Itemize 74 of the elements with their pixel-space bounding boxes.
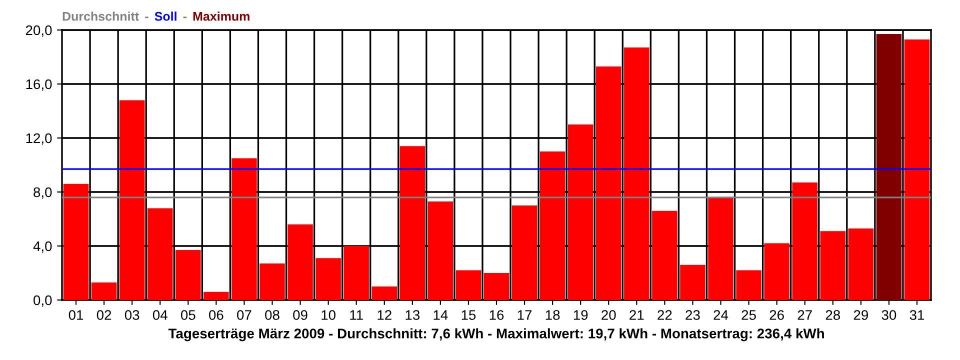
bar (820, 231, 846, 300)
bar (176, 250, 201, 300)
bar (596, 66, 622, 300)
bar (512, 206, 538, 300)
bar (260, 264, 285, 300)
bar (232, 158, 257, 300)
x-tick-label: 03 (124, 310, 140, 320)
bar (848, 228, 874, 300)
bar (316, 258, 341, 300)
x-axis-title: Tageserträge März 2009 - Durchschnitt: 7,6 kWh - Maximalwert: 19,7 kWh - Monatsertrag: 236,4 kWh (168, 328, 824, 342)
x-tick-label: 20 (602, 310, 616, 320)
ref-line-label: Durchschnitt (62, 12, 139, 21)
bar (63, 184, 89, 300)
x-tick-label: 28 (826, 310, 840, 320)
x-tick-label: 16 (490, 310, 504, 320)
bar (792, 182, 818, 300)
bar (456, 270, 482, 300)
ref-line-label: Soll (154, 12, 176, 21)
bar (708, 197, 734, 300)
x-tick-label: 15 (462, 310, 476, 320)
bar (764, 243, 790, 300)
x-tick-label: 06 (208, 310, 224, 320)
x-tick-label: 01 (68, 310, 84, 320)
x-tick-label: 19 (574, 310, 588, 320)
x-tick-label: 11 (350, 310, 363, 320)
bar (288, 224, 313, 300)
x-tick-label: 29 (854, 310, 868, 320)
x-tick-label: 22 (658, 310, 672, 320)
bar (904, 39, 930, 300)
x-tick-label: 02 (96, 310, 112, 320)
bar (400, 146, 426, 300)
text: Maximum (193, 12, 250, 21)
x-tick-label: 08 (265, 310, 280, 320)
x-tick-label: 17 (518, 310, 532, 320)
bar (624, 48, 650, 300)
bar (540, 152, 566, 300)
x-tick-label: 14 (434, 310, 448, 320)
bar (484, 273, 510, 300)
bar (344, 246, 369, 300)
x-tick-label: 23 (686, 310, 700, 320)
bar (372, 286, 397, 300)
x-tick-label: 26 (770, 310, 784, 320)
x-tick-label: 07 (237, 310, 252, 320)
x-tick-label: 27 (798, 310, 812, 320)
x-tick-label: 10 (322, 310, 336, 320)
y-tick-label: 12,0 (26, 133, 52, 145)
bar (428, 201, 454, 300)
y-tick-label: 4,0 (33, 241, 52, 253)
x-tick-label: 05 (180, 310, 196, 320)
x-tick-label: 31 (910, 310, 924, 320)
bar (204, 292, 229, 300)
y-tick-label: 16,0 (26, 79, 52, 91)
bar (680, 264, 706, 300)
bar (91, 282, 117, 300)
x-tick-label: 24 (714, 310, 728, 320)
x-tick-label: 21 (630, 310, 644, 320)
bar (568, 124, 594, 300)
x-tick-label: 13 (406, 310, 420, 320)
x-tick-label: 04 (152, 310, 168, 320)
text: - (183, 16, 186, 18)
y-tick-label: 20,0 (26, 25, 52, 37)
x-tick-label: 09 (293, 310, 308, 320)
y-tick-label: 0,0 (34, 295, 52, 307)
x-tick-label: 25 (742, 310, 756, 320)
x-tick-label: 18 (546, 310, 560, 320)
bar (876, 34, 902, 300)
bar (652, 210, 678, 300)
y-tick-label: 8,0 (34, 187, 52, 199)
bar (148, 208, 173, 300)
text: - (145, 16, 148, 18)
x-tick-label: 12 (378, 310, 392, 320)
x-tick-label: 30 (882, 310, 896, 320)
bar (736, 270, 762, 300)
bar (119, 100, 145, 300)
